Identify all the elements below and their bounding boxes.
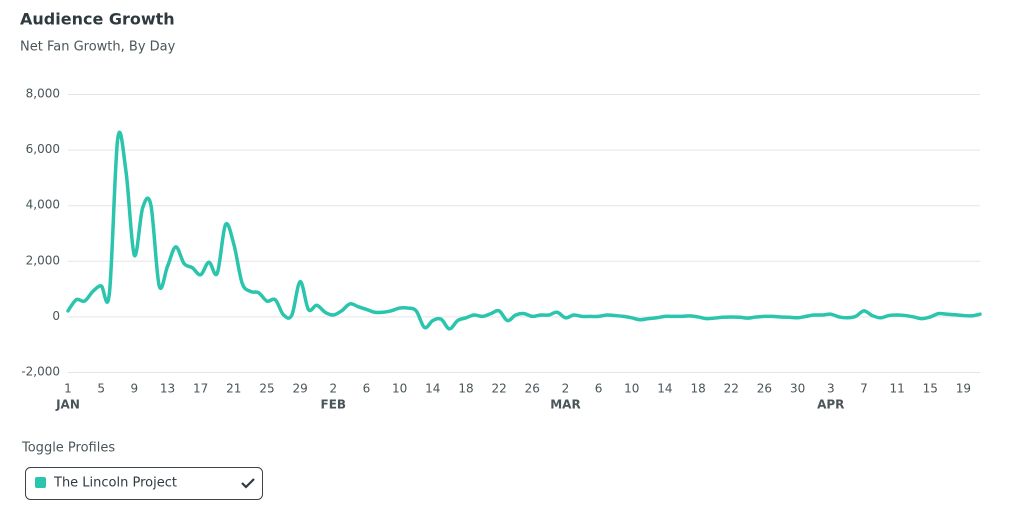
y-tick-label: -2,000 [21,365,60,379]
x-tick-label: 2 [329,382,337,396]
legend-button-frame[interactable] [25,467,263,500]
x-tick-label: 29 [293,382,308,396]
x-tick-label: 14 [657,382,672,396]
legend-button[interactable]: The Lincoln Project [25,467,263,500]
x-tick-label: 13 [160,382,175,396]
x-tick-label: 3 [827,382,835,396]
x-tick-label: 11 [889,382,904,396]
legend-title: Toggle Profiles [21,441,115,456]
x-tick-label: 19 [956,382,971,396]
line-series [66,130,982,331]
chart-subtitle: Net Fan Growth, By Day [20,40,176,55]
x-tick-label: 17 [193,382,208,396]
x-tick-label: 9 [131,382,139,396]
x-tick-label: 6 [595,382,603,396]
y-tick-label: 2,000 [26,253,60,267]
chart-title: Audience Growth [20,10,175,29]
x-tick-label: 25 [259,382,274,396]
x-tick-label: 5 [97,382,105,396]
legend-label[interactable]: The Lincoln Project [53,476,177,491]
x-tick-label: 21 [226,382,241,396]
x-tick-label: 30 [790,382,805,396]
month-label: MAR [550,398,580,412]
month-label: FEB [321,398,347,412]
legend-swatch [35,477,46,488]
y-tick-label: 6,000 [26,142,60,156]
x-tick-label: 2 [562,382,570,396]
month-label: APR [817,398,844,412]
month-label: JAN [55,398,80,412]
x-tick-label: 26 [525,382,540,396]
x-tick-label: 7 [860,382,868,396]
x-tick-label: 10 [624,382,639,396]
x-tick-label: 6 [363,382,371,396]
y-tick-label: 0 [52,309,60,323]
y-tick-label: 4,000 [26,198,60,212]
x-tick-label: 22 [491,382,506,396]
x-tick-label: 14 [425,382,440,396]
x-tick-label: 15 [923,382,938,396]
x-tick-label: 1 [64,382,72,396]
x-tick-label: 22 [724,382,739,396]
y-tick-label: 8,000 [26,87,60,101]
x-tick-label: 10 [392,382,407,396]
x-tick-label: 26 [757,382,772,396]
x-tick-label: 18 [458,382,473,396]
check-icon [241,478,255,489]
x-tick-label: 18 [690,382,705,396]
